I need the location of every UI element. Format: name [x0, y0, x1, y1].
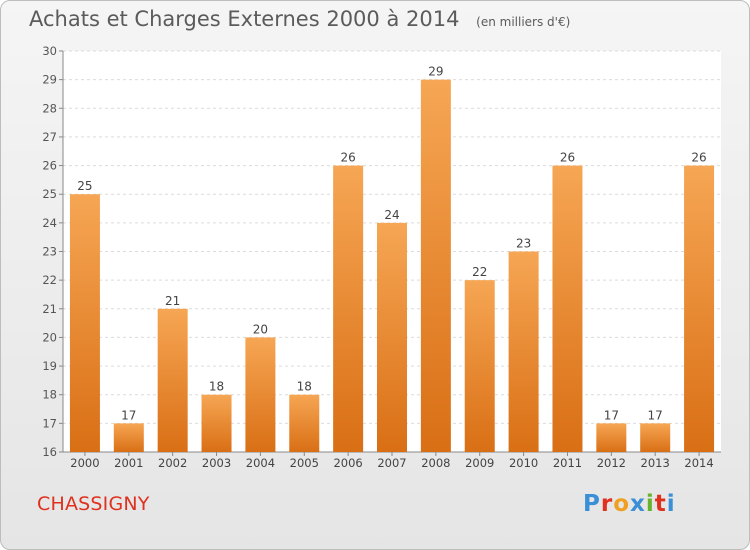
bar-value-label: 25 — [77, 179, 92, 193]
bar-value-label: 18 — [209, 380, 224, 394]
proxiti-logo: Proxiti — [583, 491, 676, 517]
bar — [377, 222, 407, 452]
y-tick-label: 25 — [42, 187, 57, 201]
bar-value-label: 26 — [340, 151, 355, 165]
x-tick-label: 2001 — [114, 456, 143, 470]
bar — [289, 394, 320, 452]
bar-value-label: 17 — [121, 408, 136, 422]
x-tick-label: 2012 — [597, 456, 626, 470]
bar-value-label: 22 — [472, 265, 487, 279]
bar — [333, 165, 364, 453]
x-tick-label: 2010 — [509, 456, 538, 470]
x-tick-label: 2009 — [465, 456, 494, 470]
x-tick-label: 2013 — [641, 456, 670, 470]
bar-value-label: 17 — [604, 408, 619, 422]
bar — [552, 165, 583, 453]
x-tick-label: 2007 — [377, 456, 406, 470]
x-tick-label: 2002 — [158, 456, 187, 470]
bar-value-label: 26 — [560, 151, 575, 165]
logo-letter: P — [583, 491, 601, 517]
y-tick-label: 23 — [42, 245, 57, 259]
x-tick-label: 2008 — [421, 456, 450, 470]
bar — [420, 79, 451, 453]
logo-letter: t — [654, 491, 667, 517]
plot-area: 16 17 18 19 20 21 22 23 24 25 26 27 28 29 30 25 2000 17 20… — [42, 44, 721, 470]
logo-letter: o — [613, 491, 631, 517]
bar — [640, 423, 671, 452]
y-tick-label: 28 — [42, 101, 57, 115]
bar — [157, 308, 188, 452]
x-tick-label: 2003 — [202, 456, 231, 470]
x-tick-label: 2006 — [333, 456, 362, 470]
bar — [464, 280, 495, 452]
bar — [113, 423, 144, 452]
y-tick-label: 20 — [42, 330, 57, 344]
y-tick-label: 26 — [42, 159, 57, 173]
x-tick-label: 2005 — [290, 456, 319, 470]
logo-letter: i — [645, 491, 655, 517]
bar — [508, 251, 539, 452]
bar — [201, 394, 232, 452]
bar-value-label: 24 — [384, 208, 399, 222]
chart-title: Achats et Charges Externes 2000 à 2014 — [29, 7, 460, 31]
chart-subtitle: (en milliers d'€) — [476, 15, 571, 29]
y-tick-label: 17 — [42, 416, 57, 430]
y-tick-label: 18 — [42, 388, 57, 402]
commune-name: CHASSIGNY — [37, 493, 150, 515]
bar-value-label: 29 — [428, 65, 443, 79]
logo-letter: x — [630, 491, 646, 517]
y-tick-label: 19 — [42, 359, 57, 373]
bar-value-label: 18 — [297, 380, 312, 394]
bar-value-label: 20 — [253, 322, 268, 336]
bar-value-label: 26 — [691, 151, 706, 165]
bar-value-label: 21 — [165, 294, 180, 308]
bar — [684, 165, 715, 453]
y-tick-label: 21 — [42, 302, 57, 316]
logo-letter: r — [600, 491, 614, 517]
y-tick-label: 22 — [42, 273, 57, 287]
logo-letter: i — [666, 491, 676, 517]
x-tick-label: 2004 — [246, 456, 275, 470]
y-tick-label: 16 — [42, 445, 57, 459]
bar — [69, 194, 100, 452]
chart-title-line: Achats et Charges Externes 2000 à 2014 (… — [29, 7, 570, 31]
bar-value-label: 23 — [516, 237, 531, 251]
bar — [596, 423, 627, 452]
bar-value-label: 17 — [648, 408, 663, 422]
y-tick-label: 29 — [42, 73, 57, 87]
x-tick-label: 2000 — [70, 456, 99, 470]
bar — [245, 337, 276, 452]
x-tick-label: 2011 — [553, 456, 582, 470]
y-tick-label: 27 — [42, 130, 57, 144]
y-tick-label: 30 — [42, 44, 57, 58]
x-tick-label: 2014 — [684, 456, 713, 470]
y-tick-label: 24 — [42, 216, 57, 230]
